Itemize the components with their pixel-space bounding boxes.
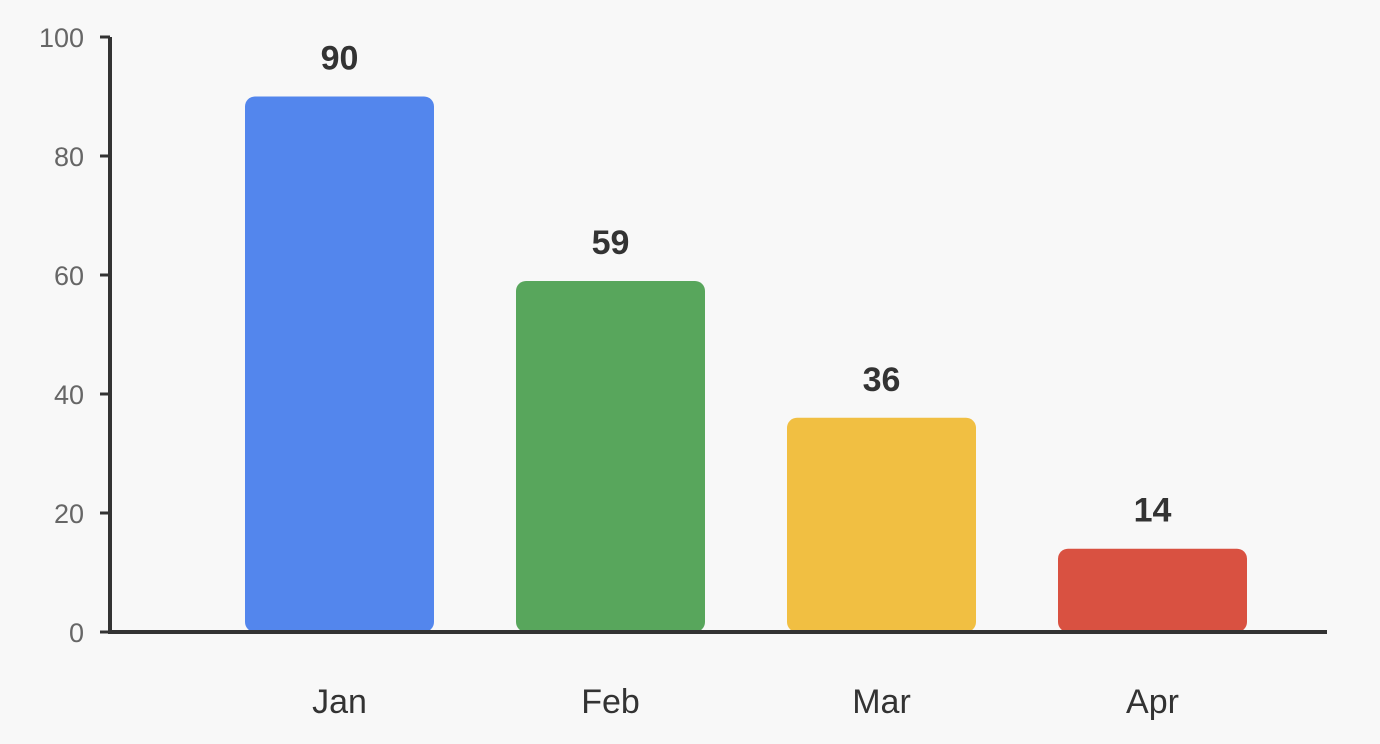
value-label-feb: 59 (592, 224, 630, 262)
bar-series (245, 96, 1247, 632)
bar-mar (787, 417, 976, 632)
bar-jan (245, 96, 434, 632)
x-axis-labels: Jan Feb Mar Apr (312, 683, 1179, 721)
y-tick-label: 60 (54, 261, 84, 291)
bar-apr (1058, 548, 1247, 632)
x-category-label: Jan (312, 683, 367, 721)
y-tick-label: 100 (39, 23, 84, 53)
y-tick-label: 80 (54, 142, 84, 172)
data-labels: 90 59 36 14 (321, 40, 1172, 530)
value-label-mar: 36 (863, 361, 901, 399)
y-tick-label: 20 (54, 499, 84, 529)
y-tick-label: 0 (69, 618, 84, 648)
y-axis-ticks: 0 20 40 60 80 100 (39, 23, 110, 648)
value-label-jan: 90 (321, 40, 359, 78)
value-label-apr: 14 (1134, 492, 1172, 530)
x-category-label: Feb (581, 683, 640, 721)
x-category-label: Apr (1126, 683, 1179, 721)
y-tick-label: 40 (54, 380, 84, 410)
bar-feb (516, 280, 705, 632)
x-category-label: Mar (852, 683, 911, 721)
